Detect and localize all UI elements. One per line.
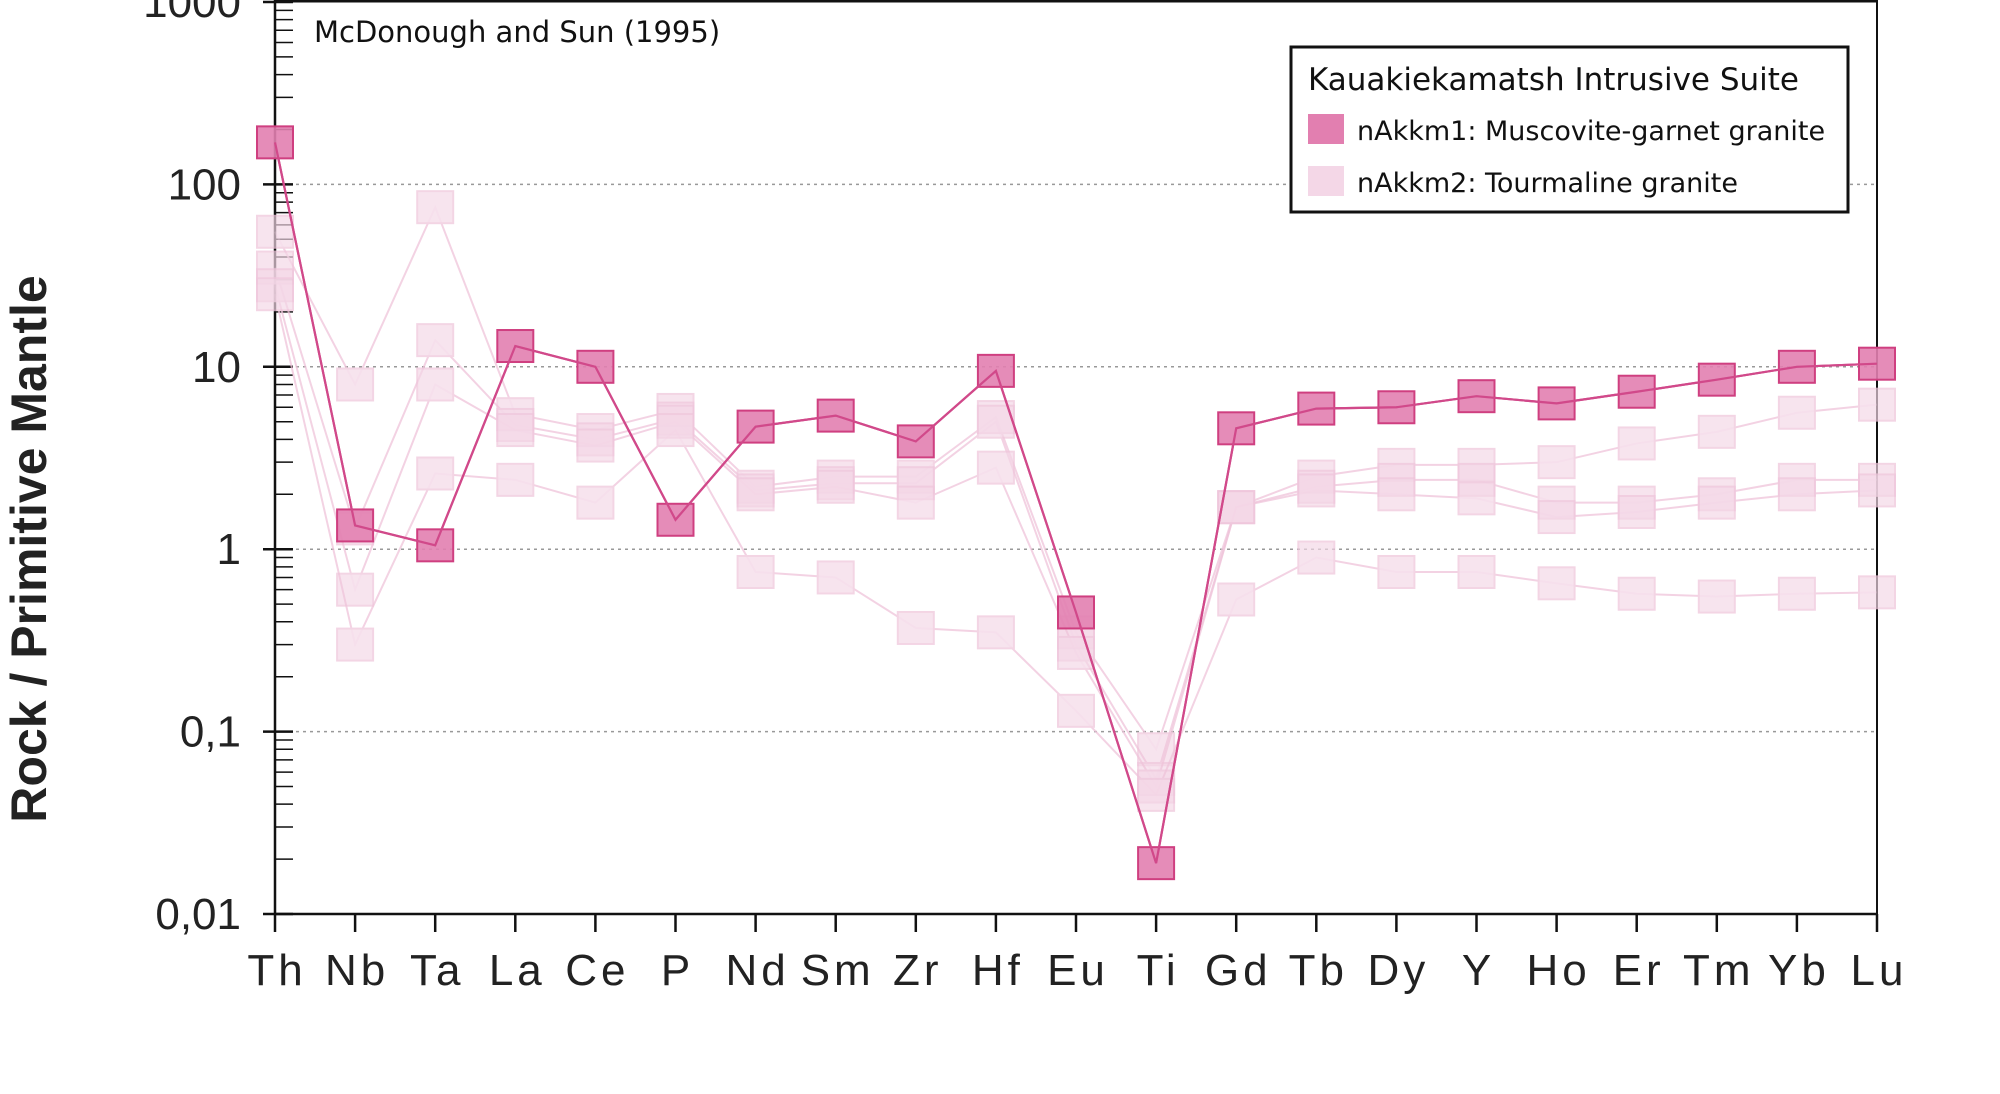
data-marks: [256, 125, 1896, 881]
data-point-nb: [336, 508, 375, 543]
x-tick-label-sm: Sm: [801, 946, 875, 995]
data-point-ho: [1537, 500, 1576, 535]
data-point-y: [1457, 554, 1496, 589]
data-point-hf: [976, 404, 1015, 439]
data-point-ho: [1537, 566, 1576, 601]
axes: 0,01 0,1 1 10 100 1000 Th Nb Ta La Ce P Nd Sm Zr Hf Eu Ti…: [143, 0, 1908, 995]
y-tick-label: 1000: [143, 0, 241, 27]
data-point-er: [1617, 576, 1656, 611]
data-point-ce: [576, 485, 615, 520]
series-nAkkm1-4: [256, 125, 1896, 881]
data-point-nd: [736, 554, 775, 589]
data-point-sm: [816, 560, 855, 595]
y-tick-label: 10: [192, 343, 241, 392]
data-point-ta: [416, 456, 455, 491]
y-axis-title: Rock / Primitive Mantle: [1, 275, 57, 822]
x-tick-label-nd: Nd: [725, 946, 789, 995]
data-point-dy: [1377, 554, 1416, 589]
legend: Kauakiekamatsh Intrusive Suite nAkkm1: M…: [1289, 45, 1850, 214]
x-tick-label-lu: Lu: [1851, 946, 1908, 995]
legend-swatch-nakkm2: [1308, 166, 1344, 196]
data-point-th: [256, 277, 294, 312]
legend-label-nakkm1: nAkkm1: Muscovite-garnet granite: [1357, 116, 1825, 147]
data-point-zr: [896, 485, 935, 520]
data-point-lu: [1858, 575, 1896, 610]
data-point-lu: [1858, 387, 1896, 422]
x-tick-label-er: Er: [1613, 946, 1665, 995]
x-tick-label-yb: Yb: [1768, 946, 1830, 995]
data-point-nb: [336, 627, 375, 662]
data-point-la: [496, 413, 535, 448]
data-point-la: [496, 329, 535, 364]
legend-title: Kauakiekamatsh Intrusive Suite: [1308, 62, 1799, 98]
x-tick-label-gd: Gd: [1205, 946, 1272, 995]
data-point-nb: [336, 367, 375, 402]
x-tick-label-hf: Hf: [972, 946, 1024, 995]
y-tick-label: 0,01: [155, 890, 241, 939]
data-point-er: [1617, 494, 1656, 529]
x-tick-label-la: La: [489, 946, 546, 995]
data-point-ta: [416, 323, 455, 358]
legend-box: [1289, 45, 1850, 214]
data-point-yb: [1777, 477, 1816, 512]
x-tick-label-tb: Tb: [1289, 946, 1348, 995]
x-tick-label-nb: Nb: [325, 946, 389, 995]
x-tick-label-tm: Tm: [1683, 946, 1755, 995]
y-tick-label: 100: [168, 160, 241, 209]
x-tick-label-ta: Ta: [410, 946, 464, 995]
x-tick-label-dy: Dy: [1368, 946, 1430, 995]
data-point-tm: [1697, 485, 1736, 520]
data-point-p: [656, 413, 695, 448]
x-tick-label-ti: Ti: [1137, 946, 1180, 995]
data-point-yb: [1777, 395, 1816, 430]
data-point-tm: [1697, 414, 1736, 449]
legend-swatch-nakkm1: [1308, 114, 1344, 144]
data-point-y: [1457, 481, 1496, 516]
data-point-er: [1617, 426, 1656, 461]
data-point-nd: [736, 477, 775, 512]
data-point-ta: [416, 367, 455, 402]
data-point-hf: [976, 615, 1015, 650]
data-point-yb: [1777, 576, 1816, 611]
data-point-la: [496, 462, 535, 497]
gridlines: [275, 183, 1877, 733]
data-point-ho: [1537, 445, 1576, 480]
data-point-dy: [1377, 477, 1416, 512]
legend-label-nakkm2: nAkkm2: Tourmaline granite: [1357, 168, 1738, 199]
series-nAkkm2-3: [256, 277, 1896, 812]
x-tick-label-zr: Zr: [893, 946, 943, 995]
data-point-hf: [976, 450, 1015, 485]
data-point-sm: [816, 469, 855, 504]
x-tick-label-ho: Ho: [1526, 946, 1590, 995]
data-point-gd: [1217, 582, 1256, 617]
data-point-zr: [896, 610, 935, 645]
data-point-ce: [576, 428, 615, 463]
x-tick-label-th: Th: [247, 946, 306, 995]
y-tick-label: 1: [217, 525, 241, 574]
data-point-lu: [1858, 473, 1896, 508]
data-point-tb: [1297, 473, 1336, 508]
x-tick-label-y: Y: [1462, 946, 1495, 995]
x-tick-label-ce: Ce: [565, 946, 629, 995]
x-tick-label-p: P: [661, 946, 694, 995]
data-point-eu: [1057, 693, 1095, 728]
data-point-tm: [1697, 579, 1736, 614]
reference-annotation: McDonough and Sun (1995): [314, 15, 720, 49]
series-line-overlay: [273, 142, 1878, 864]
data-point-th: [256, 214, 294, 249]
data-point-tb: [1297, 540, 1336, 575]
x-tick-label-eu: Eu: [1047, 946, 1109, 995]
data-point-ta: [416, 190, 455, 225]
y-tick-label: 0,1: [180, 708, 241, 757]
